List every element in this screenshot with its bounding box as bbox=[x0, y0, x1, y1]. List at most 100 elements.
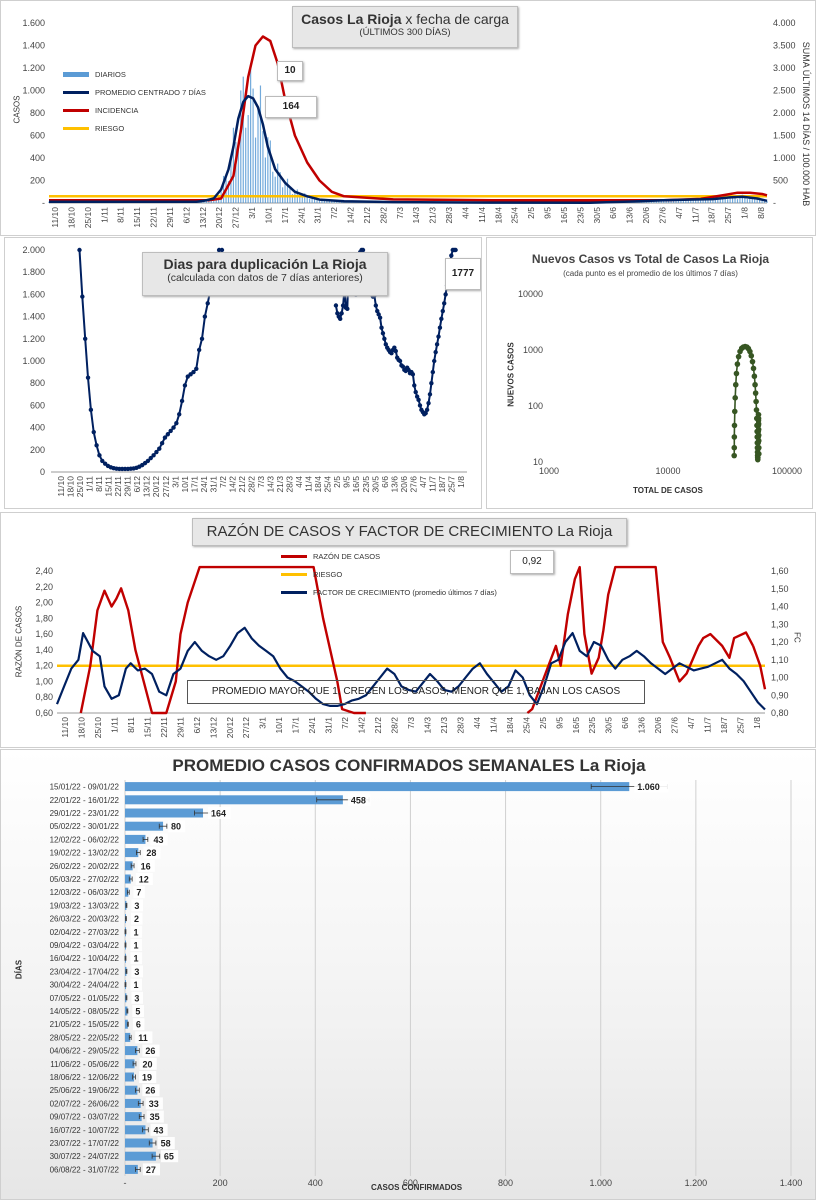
diarios-bar bbox=[685, 199, 687, 203]
duplicacion-point bbox=[151, 453, 156, 458]
dup-ytick: 200 bbox=[30, 445, 45, 455]
scatter-subtitle: (cada punto es el promedio de los último… bbox=[563, 269, 738, 278]
duplicacion-point bbox=[380, 331, 386, 336]
duplicacion-point bbox=[171, 425, 176, 430]
dup-ytick: 600 bbox=[30, 400, 45, 410]
diarios-bar bbox=[313, 196, 316, 203]
semanales-value-label: 2 bbox=[134, 914, 139, 924]
diarios-bar bbox=[655, 201, 657, 203]
semanales-label-bg bbox=[132, 1018, 145, 1031]
scatter-point bbox=[752, 381, 758, 388]
diarios-bar bbox=[318, 200, 321, 203]
dup-xtick: 1/11 bbox=[85, 476, 95, 492]
diarios-bar bbox=[252, 88, 254, 203]
duplicacion-point bbox=[429, 381, 434, 386]
razon-line bbox=[526, 565, 755, 714]
semanales-category: 12/03/22 - 06/03/22 bbox=[50, 888, 120, 897]
casos-xtick: 25/4 bbox=[510, 207, 520, 224]
razon-xtick: 25/10 bbox=[93, 717, 103, 739]
diarios-bar bbox=[739, 196, 741, 203]
casos-xtick: 22/11 bbox=[149, 207, 159, 228]
razon-ytick: 1,60 bbox=[35, 629, 53, 639]
scatter-point bbox=[747, 348, 753, 355]
razon-ytick: 1,20 bbox=[35, 661, 53, 671]
semanales-value-label: 458 bbox=[351, 795, 366, 805]
scatter-ytick: 1000 bbox=[523, 345, 543, 355]
duplicacion-point bbox=[413, 389, 418, 395]
semanales-xtick: 400 bbox=[308, 1178, 323, 1188]
casos-xtick: 8/11 bbox=[116, 207, 126, 223]
semanales-label-bg bbox=[130, 925, 143, 938]
razon-xtick: 22/11 bbox=[159, 717, 169, 738]
semanales-label-bg bbox=[146, 1110, 164, 1123]
semanales-label-bg bbox=[135, 1031, 153, 1044]
razon-xtick: 25/7 bbox=[736, 717, 746, 734]
razon-xtick: 6/6 bbox=[620, 717, 630, 729]
diarios-bar bbox=[336, 201, 338, 203]
scatter-point bbox=[755, 432, 762, 439]
casos-xtick: 1/8 bbox=[740, 207, 750, 219]
razon-xtick: 18/10 bbox=[76, 717, 86, 739]
semanales-value-label: 58 bbox=[161, 1139, 171, 1149]
diarios-bar bbox=[328, 201, 330, 203]
razon-xtick: 11/7 bbox=[703, 717, 713, 733]
semanales-value-label: 19 bbox=[142, 1073, 152, 1083]
razon-ytick: 1,80 bbox=[35, 613, 53, 623]
casos-xtick: 30/5 bbox=[592, 207, 602, 224]
semanales-category: 18/06/22 - 12/06/22 bbox=[50, 1073, 120, 1082]
semanales-xtick: 200 bbox=[213, 1178, 228, 1188]
diarios-bar bbox=[709, 200, 712, 203]
duplicacion-point bbox=[148, 455, 153, 461]
diarios-bar bbox=[272, 171, 274, 203]
diarios-bar bbox=[267, 137, 269, 203]
semanales-bar bbox=[125, 1006, 128, 1016]
casos-y2tick: 2.500 bbox=[773, 86, 796, 96]
semanales-label-bg bbox=[157, 1137, 175, 1149]
dup-xtick: 29/11 bbox=[123, 476, 133, 497]
duplicacion-point bbox=[177, 412, 182, 417]
diarios-bar bbox=[741, 194, 744, 203]
legend-item-promedio: PROMEDIO CENTRADO 7 DÍAS bbox=[63, 83, 206, 101]
diarios-bar bbox=[702, 199, 704, 203]
duplicacion-point bbox=[360, 247, 366, 253]
diarios-bar bbox=[682, 200, 684, 203]
diarios-bar bbox=[291, 194, 294, 203]
duplicacion-point bbox=[423, 410, 428, 416]
dup-xtick: 27/6 bbox=[408, 476, 418, 493]
semanales-label-bg bbox=[145, 1097, 163, 1110]
duplicacion-point bbox=[416, 397, 421, 403]
razon-xtick: 27/6 bbox=[670, 717, 680, 734]
casos-xtick: 7/2 bbox=[329, 207, 339, 219]
duplicacion-point bbox=[339, 311, 344, 316]
casos-xtick: 15/11 bbox=[132, 207, 142, 228]
casos-xtick: 18/7 bbox=[707, 207, 717, 224]
semanales-label-bg bbox=[130, 939, 143, 951]
razon-xtick: 25/4 bbox=[521, 717, 531, 734]
duplicacion-point bbox=[377, 315, 383, 320]
semanales-category: 23/04/22 - 17/04/22 bbox=[50, 967, 120, 976]
dup-xtick: 6/12 bbox=[132, 476, 142, 493]
dup-xtick: 25/10 bbox=[75, 476, 85, 498]
razon-xtick: 14/3 bbox=[422, 717, 432, 734]
dup-xtick: 23/5 bbox=[361, 476, 371, 493]
semanales-value-label: 1 bbox=[133, 980, 138, 990]
semanales-category: 19/03/22 - 13/03/22 bbox=[50, 901, 120, 910]
duplicacion-point bbox=[100, 458, 105, 464]
casos-title-suffix: x fecha de carga bbox=[405, 11, 509, 27]
semanales-value-label: 28 bbox=[146, 848, 156, 858]
casos-xtick: 11/4 bbox=[477, 207, 487, 223]
diarios-bar bbox=[274, 176, 276, 203]
scatter-xlabel: TOTAL DE CASOS bbox=[633, 486, 703, 495]
dup-xtick: 18/10 bbox=[66, 476, 76, 498]
dup-xtick: 30/5 bbox=[370, 476, 380, 493]
diarios-bar bbox=[237, 144, 239, 203]
razon-xtick: 18/4 bbox=[505, 717, 515, 734]
diarios-bar bbox=[259, 85, 262, 203]
diarios-bar bbox=[761, 199, 763, 203]
diarios-bar bbox=[746, 199, 748, 203]
semanales-category: 22/01/22 - 16/01/22 bbox=[50, 796, 120, 805]
casos-legend: DIARIOS PROMEDIO CENTRADO 7 DÍAS INCIDEN… bbox=[63, 65, 206, 137]
casos-y2tick: - bbox=[773, 198, 776, 208]
diarios-bar bbox=[712, 198, 714, 203]
semanales-label-bg bbox=[142, 1163, 161, 1176]
